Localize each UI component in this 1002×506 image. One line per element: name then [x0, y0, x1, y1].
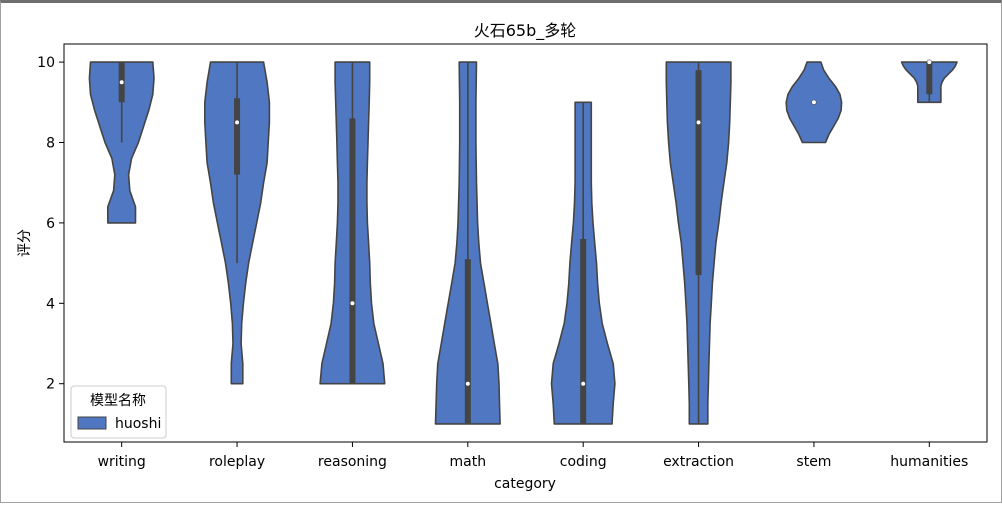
violin-math — [434, 61, 501, 425]
legend-title: 模型名称 — [90, 393, 146, 409]
chart-title: 火石65b_多轮 — [474, 21, 577, 41]
violin-roleplay — [204, 61, 271, 385]
y-tick-label-8: 8 — [46, 135, 55, 151]
y-tick-label-4: 4 — [46, 296, 55, 312]
violin-median-coding — [580, 381, 586, 387]
violin-reasoning — [319, 61, 386, 385]
x-tick-label-humanities: humanities — [890, 454, 968, 470]
violin-median-reasoning — [349, 300, 356, 306]
x-axis-title: category — [494, 476, 556, 492]
violin-median-math — [465, 381, 471, 387]
violin-median-roleplay — [234, 119, 240, 125]
legend-swatch-huoshi — [77, 416, 107, 430]
violin-coding — [550, 101, 616, 425]
violin-writing — [88, 61, 155, 224]
x-tick-label-reasoning: reasoning — [318, 454, 387, 470]
plot-area-frame — [63, 43, 988, 443]
x-tick-label-writing: writing — [98, 454, 146, 470]
violin-chart: 火石65b_多轮 2 4 6 8 10 writing roleplay reasoning… — [17, 21, 988, 492]
x-tick-label-stem: stem — [796, 454, 831, 470]
violin-extraction — [665, 61, 732, 425]
x-tick-label-extraction: extraction — [663, 454, 734, 470]
violin-median-stem — [811, 99, 817, 105]
x-axis: writing roleplay reasoning math coding extrac… — [98, 442, 968, 470]
y-tick-label-6: 6 — [46, 216, 55, 232]
y-tick-label-2: 2 — [46, 377, 55, 393]
violin-body-writing — [88, 61, 155, 224]
violin-humanities — [900, 59, 958, 104]
x-tick-label-coding: coding — [560, 454, 607, 470]
y-axis-title: 评分 — [17, 229, 33, 257]
legend: 模型名称 huoshi — [70, 385, 167, 439]
violin-median-writing — [119, 79, 125, 85]
legend-label-huoshi: huoshi — [115, 416, 161, 432]
violin-stem — [785, 61, 843, 144]
violin-median-extraction — [695, 119, 702, 125]
violin-median-humanities — [926, 59, 932, 65]
violins-layer — [88, 59, 958, 425]
y-axis: 2 4 6 8 10 — [37, 55, 64, 393]
x-tick-label-roleplay: roleplay — [209, 454, 265, 470]
x-tick-label-math: math — [450, 454, 487, 470]
y-tick-label-10: 10 — [37, 55, 55, 71]
